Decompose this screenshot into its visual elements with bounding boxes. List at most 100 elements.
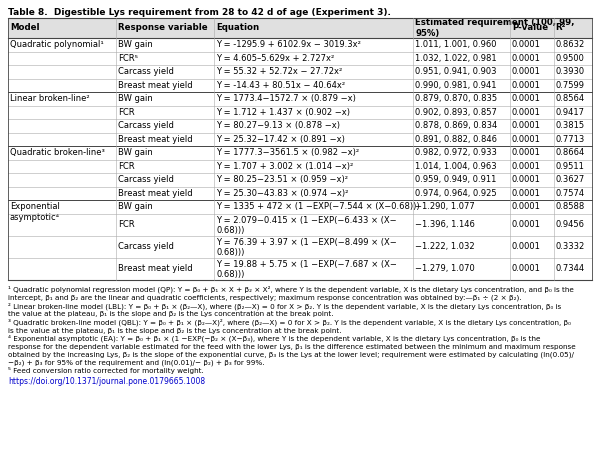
Text: Model: Model bbox=[10, 23, 40, 33]
Text: −1.279, 1.070: −1.279, 1.070 bbox=[415, 264, 475, 273]
Text: 0.0001: 0.0001 bbox=[512, 108, 541, 117]
Text: 0.0001: 0.0001 bbox=[512, 81, 541, 90]
Text: −1.290, 1.077: −1.290, 1.077 bbox=[415, 202, 475, 211]
Text: Y = 25.30−43.83 × (0.974 −x)²: Y = 25.30−43.83 × (0.974 −x)² bbox=[216, 189, 349, 198]
Bar bbox=[8, 119, 592, 132]
Bar bbox=[8, 213, 592, 235]
Bar bbox=[8, 18, 592, 38]
Bar bbox=[8, 200, 592, 213]
Text: Estimated requirement (100, 99,
95%): Estimated requirement (100, 99, 95%) bbox=[415, 18, 575, 38]
Text: 0.9456: 0.9456 bbox=[556, 220, 584, 229]
Text: Response variable: Response variable bbox=[118, 23, 208, 33]
Bar bbox=[8, 132, 592, 146]
Text: 0.990, 0.981, 0.941: 0.990, 0.981, 0.941 bbox=[415, 81, 497, 90]
Text: 0.0001: 0.0001 bbox=[512, 242, 541, 251]
Text: 0.0001: 0.0001 bbox=[512, 162, 541, 171]
Text: Y = 1777.3−3561.5 × (0.982 −x)²: Y = 1777.3−3561.5 × (0.982 −x)² bbox=[216, 148, 359, 157]
Text: FCR: FCR bbox=[118, 108, 134, 117]
Text: Quadratic polynomial¹: Quadratic polynomial¹ bbox=[10, 40, 104, 49]
Text: Carcass yield: Carcass yield bbox=[118, 121, 173, 130]
Text: Breast meat yield: Breast meat yield bbox=[118, 135, 193, 144]
Text: 0.8664: 0.8664 bbox=[556, 148, 585, 157]
Text: BW gain: BW gain bbox=[118, 40, 152, 49]
Text: BW gain: BW gain bbox=[118, 202, 152, 211]
Text: 0.0001: 0.0001 bbox=[512, 121, 541, 130]
Text: −1.396, 1.146: −1.396, 1.146 bbox=[415, 220, 475, 229]
Text: 0.0001: 0.0001 bbox=[512, 54, 541, 63]
Text: 0.7599: 0.7599 bbox=[556, 81, 584, 90]
Text: Y = -1295.9 + 6102.9x − 3019.3x²: Y = -1295.9 + 6102.9x − 3019.3x² bbox=[216, 40, 361, 49]
Text: FCR: FCR bbox=[118, 162, 134, 171]
Text: Equation: Equation bbox=[216, 23, 259, 33]
Text: 0.0001: 0.0001 bbox=[512, 94, 541, 103]
Text: 0.0001: 0.0001 bbox=[512, 220, 541, 229]
Text: Y = 76.39 + 3.97 × (1 −EXP(−8.499 × (X−
0.68))): Y = 76.39 + 3.97 × (1 −EXP(−8.499 × (X− … bbox=[216, 238, 397, 257]
Text: 0.0001: 0.0001 bbox=[512, 189, 541, 198]
Text: 0.902, 0.893, 0.857: 0.902, 0.893, 0.857 bbox=[415, 108, 497, 117]
Text: Breast meat yield: Breast meat yield bbox=[118, 189, 193, 198]
Text: Quadratic broken-line³: Quadratic broken-line³ bbox=[10, 148, 105, 157]
Bar bbox=[8, 258, 592, 280]
Text: 1.032, 1.022, 0.981: 1.032, 1.022, 0.981 bbox=[415, 54, 497, 63]
Text: 0.8588: 0.8588 bbox=[556, 202, 585, 211]
Text: Y = 2.079−0.415 × (1 −EXP(−6.433 × (X−
0.68))): Y = 2.079−0.415 × (1 −EXP(−6.433 × (X− 0… bbox=[216, 215, 397, 235]
Text: Y = 1335 + 472 × (1 −EXP(−7.544 × (X−0.68))): Y = 1335 + 472 × (1 −EXP(−7.544 × (X−0.6… bbox=[216, 202, 420, 211]
Text: ² Linear broken-line model (LBL): Y = β₀ + β₁ × (β₂—X), where (β₂—X) = 0 for X >: ² Linear broken-line model (LBL): Y = β₀… bbox=[8, 302, 561, 317]
Bar bbox=[8, 235, 592, 258]
Bar bbox=[8, 78, 592, 92]
Text: 0.0001: 0.0001 bbox=[512, 67, 541, 76]
Text: 1.014, 1.004, 0.963: 1.014, 1.004, 0.963 bbox=[415, 162, 497, 171]
Text: 0.7574: 0.7574 bbox=[556, 189, 585, 198]
Text: 0.879, 0.870, 0.835: 0.879, 0.870, 0.835 bbox=[415, 94, 497, 103]
Text: Y = 80.27−9.13 × (0.878 −x): Y = 80.27−9.13 × (0.878 −x) bbox=[216, 121, 340, 130]
Text: Table 8.  Digestible Lys requirement from 28 to 42 d of age (Experiment 3).: Table 8. Digestible Lys requirement from… bbox=[8, 8, 391, 17]
Text: Y = 4.605–5.629x + 2.727x²: Y = 4.605–5.629x + 2.727x² bbox=[216, 54, 334, 63]
Bar bbox=[8, 186, 592, 200]
Text: 0.0001: 0.0001 bbox=[512, 202, 541, 211]
Text: 0.959, 0.949, 0.911: 0.959, 0.949, 0.911 bbox=[415, 175, 497, 184]
Text: FCR⁵: FCR⁵ bbox=[118, 54, 137, 63]
Text: R²: R² bbox=[556, 23, 566, 33]
Bar bbox=[8, 173, 592, 186]
Bar bbox=[8, 92, 592, 105]
Text: Exponential
asymptotic⁴: Exponential asymptotic⁴ bbox=[10, 202, 60, 222]
Text: Carcass yield: Carcass yield bbox=[118, 175, 173, 184]
Text: ³ Quadratic broken-line model (QBL): Y = β₀ + β₁ × (β₂—X)², where (β₂—X) = 0 for: ³ Quadratic broken-line model (QBL): Y =… bbox=[8, 318, 571, 334]
Text: Y = -14.43 + 80.51x − 40.64x²: Y = -14.43 + 80.51x − 40.64x² bbox=[216, 81, 346, 90]
Text: 0.7344: 0.7344 bbox=[556, 264, 585, 273]
Text: 0.982, 0.972, 0.933: 0.982, 0.972, 0.933 bbox=[415, 148, 497, 157]
Bar bbox=[8, 52, 592, 65]
Text: 0.891, 0.882, 0.846: 0.891, 0.882, 0.846 bbox=[415, 135, 497, 144]
Text: 0.0001: 0.0001 bbox=[512, 40, 541, 49]
Text: 0.9511: 0.9511 bbox=[556, 162, 584, 171]
Text: ⁴ Exponential asymptotic (EA): Y = β₀ + β₁ × (1 −EXP(−β₂ × (X−β₃), where Y is th: ⁴ Exponential asymptotic (EA): Y = β₀ + … bbox=[8, 335, 576, 366]
Bar bbox=[8, 146, 592, 159]
Text: P-value: P-value bbox=[512, 23, 548, 33]
Text: Y = 19.88 + 5.75 × (1 −EXP(−7.687 × (X−
0.68))): Y = 19.88 + 5.75 × (1 −EXP(−7.687 × (X− … bbox=[216, 260, 397, 279]
Text: Y = 25.32−17.42 × (0.891 −x): Y = 25.32−17.42 × (0.891 −x) bbox=[216, 135, 345, 144]
Text: 0.0001: 0.0001 bbox=[512, 264, 541, 273]
Text: ⁵ Feed conversion ratio corrected for mortality weight.: ⁵ Feed conversion ratio corrected for mo… bbox=[8, 366, 204, 374]
Text: 0.0001: 0.0001 bbox=[512, 175, 541, 184]
Text: Y = 55.32 + 52.72x − 27.72x²: Y = 55.32 + 52.72x − 27.72x² bbox=[216, 67, 343, 76]
Bar bbox=[8, 65, 592, 78]
Text: Linear broken-line²: Linear broken-line² bbox=[10, 94, 89, 103]
Text: 0.951, 0.941, 0.903: 0.951, 0.941, 0.903 bbox=[415, 67, 497, 76]
Text: 0.8564: 0.8564 bbox=[556, 94, 585, 103]
Text: 0.3332: 0.3332 bbox=[556, 242, 585, 251]
Bar bbox=[8, 38, 592, 52]
Text: FCR: FCR bbox=[118, 220, 134, 229]
Text: ¹ Quadratic polynomial regression model (QP): Y = β₀ + β₁ × X + β₂ × X², where Y: ¹ Quadratic polynomial regression model … bbox=[8, 286, 574, 301]
Text: 0.3627: 0.3627 bbox=[556, 175, 585, 184]
Text: 1.011, 1.001, 0.960: 1.011, 1.001, 0.960 bbox=[415, 40, 497, 49]
Text: 0.9417: 0.9417 bbox=[556, 108, 584, 117]
Text: Carcass yield: Carcass yield bbox=[118, 67, 173, 76]
Text: Y = 80.25−23.51 × (0.959 −x)²: Y = 80.25−23.51 × (0.959 −x)² bbox=[216, 175, 348, 184]
Text: https://doi.org/10.1371/journal.pone.0179665.1008: https://doi.org/10.1371/journal.pone.017… bbox=[8, 377, 205, 386]
Text: Breast meat yield: Breast meat yield bbox=[118, 81, 193, 90]
Text: 0.9500: 0.9500 bbox=[556, 54, 584, 63]
Text: Breast meat yield: Breast meat yield bbox=[118, 264, 193, 273]
Text: Y = 1773.4−1572.7 × (0.879 −x): Y = 1773.4−1572.7 × (0.879 −x) bbox=[216, 94, 356, 103]
Text: 0.8632: 0.8632 bbox=[556, 40, 585, 49]
Text: 0.3815: 0.3815 bbox=[556, 121, 585, 130]
